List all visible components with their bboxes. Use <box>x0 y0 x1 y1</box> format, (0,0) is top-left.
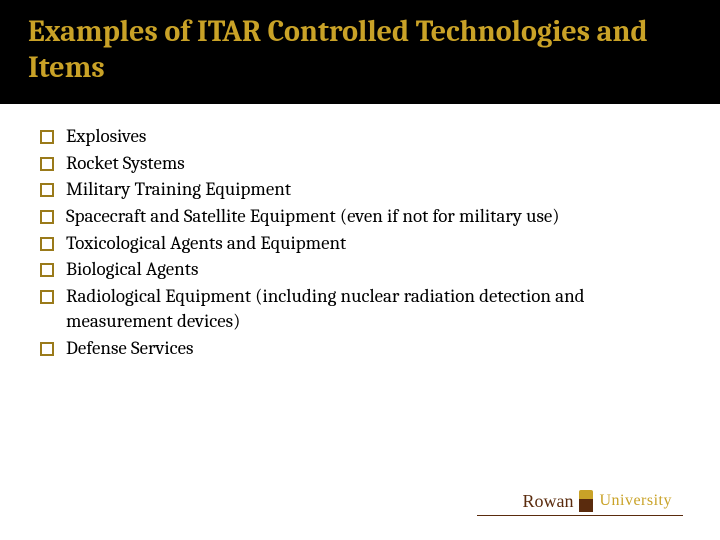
list-item: Biological Agents <box>36 257 684 283</box>
slide-title: Examples of ITAR Controlled Technologies… <box>28 14 692 86</box>
logo-word-university: University <box>599 492 672 510</box>
list-item: Defense Services <box>36 336 684 362</box>
logo-mark-icon <box>579 490 593 512</box>
slide: Examples of ITAR Controlled Technologies… <box>0 0 720 540</box>
bullet-list: Explosives Rocket Systems Military Train… <box>36 124 684 362</box>
list-item: Spacecraft and Satellite Equipment (even… <box>36 204 684 230</box>
content-area: Explosives Rocket Systems Military Train… <box>0 104 720 362</box>
university-logo: Rowan University <box>522 490 672 512</box>
list-item: Rocket Systems <box>36 151 684 177</box>
list-item: Explosives <box>36 124 684 150</box>
list-item: Radiological Equipment (including nuclea… <box>36 284 684 335</box>
list-item: Military Training Equipment <box>36 177 684 203</box>
list-item: Toxicological Agents and Equipment <box>36 231 684 257</box>
title-bar: Examples of ITAR Controlled Technologies… <box>0 0 720 104</box>
logo-underline <box>477 515 683 516</box>
logo-word-rowan: Rowan <box>522 491 573 512</box>
